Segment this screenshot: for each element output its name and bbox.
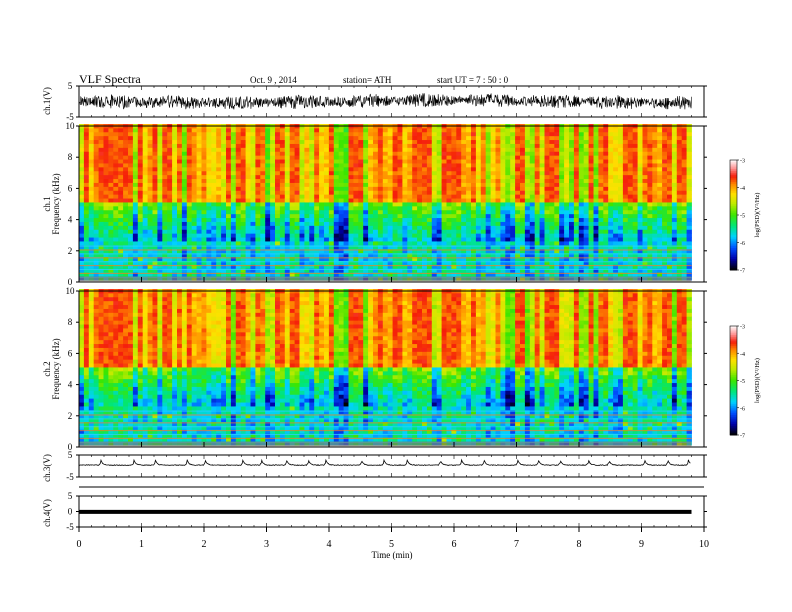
ch1-colorbar-tick: -7 (740, 269, 745, 275)
ch2-colorbar-tick: -4 (740, 352, 745, 358)
ch2-freq-tick: 0 (68, 442, 73, 452)
station-label: station= ATH (343, 75, 392, 85)
ch1-waveform-ylabel: ch.1(V) (42, 87, 52, 115)
ch1-freq-tick: 8 (68, 152, 73, 162)
ch3-waveform-ylabel: ch.3(V) (42, 454, 52, 482)
x-tick-label: 0 (77, 539, 82, 550)
ch2-ylabel-channel: ch.2 (42, 361, 52, 376)
ch1-freq-tick: 0 (68, 277, 73, 287)
ch4-waveform-ytick: 5 (68, 491, 73, 501)
ch3-waveform-line (78, 458, 691, 467)
x-tick-label: 1 (139, 539, 144, 550)
x-tick-label: 5 (389, 539, 394, 550)
ch2-ylabel-frequency: Frequency (kHz) (51, 338, 61, 399)
ch2-colorbar-tick: -3 (740, 325, 745, 331)
ch1-colorbar-label: log(PSD)(V²/Hz) (754, 193, 761, 238)
x-tick-label: 3 (264, 539, 269, 550)
x-tick-label: 8 (577, 539, 582, 550)
x-tick-label: 4 (327, 539, 332, 550)
ch1-waveform-ytick: -5 (66, 112, 74, 122)
ch2-colorbar-label: log(PSD)(V²/Hz) (754, 358, 761, 403)
ch1-ylabel-channel: ch.1 (42, 196, 52, 211)
ch1-freq-tick: 4 (68, 215, 73, 225)
ch1-freq-tick: 6 (68, 183, 73, 193)
ch2-freq-tick: 2 (68, 411, 73, 421)
ch1-waveform-ytick: 5 (68, 81, 73, 91)
ch2-colorbar-tick: -7 (740, 434, 745, 440)
x-tick-label: 10 (699, 539, 709, 550)
ch2-freq-tick: 6 (68, 348, 73, 358)
ch3-waveform-ytick: 5 (68, 450, 73, 460)
ch4-waveform-ytick: -5 (66, 522, 74, 532)
ch1-colorbar-tick: -5 (740, 214, 745, 220)
x-tick-label: 2 (202, 539, 207, 550)
ch2-freq-tick: 10 (66, 286, 76, 296)
ch2-freq-tick: 4 (68, 380, 73, 390)
x-tick-label: 9 (639, 539, 644, 550)
ch1-waveform-line (78, 93, 692, 110)
spectrogram-ch2-image (79, 289, 692, 447)
ch1-freq-tick: 10 (66, 121, 76, 131)
ch4-waveform-ytick: 0 (68, 507, 73, 517)
start-time-label: start UT = 7 : 50 : 0 (437, 75, 509, 85)
x-tick-label: 6 (452, 539, 457, 550)
date-label: Oct. 9 , 2014 (250, 75, 297, 85)
spectrogram-ch1-image (79, 124, 692, 282)
ch4-waveform-ylabel: ch.4(V) (42, 499, 52, 527)
ch2-colorbar-tick: -5 (740, 379, 745, 385)
ch2-freq-tick: 8 (68, 317, 73, 327)
ch3-waveform-ytick: -5 (66, 472, 74, 482)
ch1-ylabel-frequency: Frequency (kHz) (51, 173, 61, 234)
chart-title: VLF Spectra (79, 72, 141, 86)
ch1-colorbar-tick: -3 (740, 159, 745, 165)
ch1-colorbar-tick: -6 (740, 241, 745, 247)
ch1-freq-tick: 2 (68, 246, 73, 256)
ch1-colorbar-tick: -4 (740, 186, 745, 192)
x-tick-label: 7 (514, 539, 519, 550)
ch2-colorbar-tick: -6 (740, 406, 745, 412)
x-axis-label: Time (min) (372, 550, 413, 560)
